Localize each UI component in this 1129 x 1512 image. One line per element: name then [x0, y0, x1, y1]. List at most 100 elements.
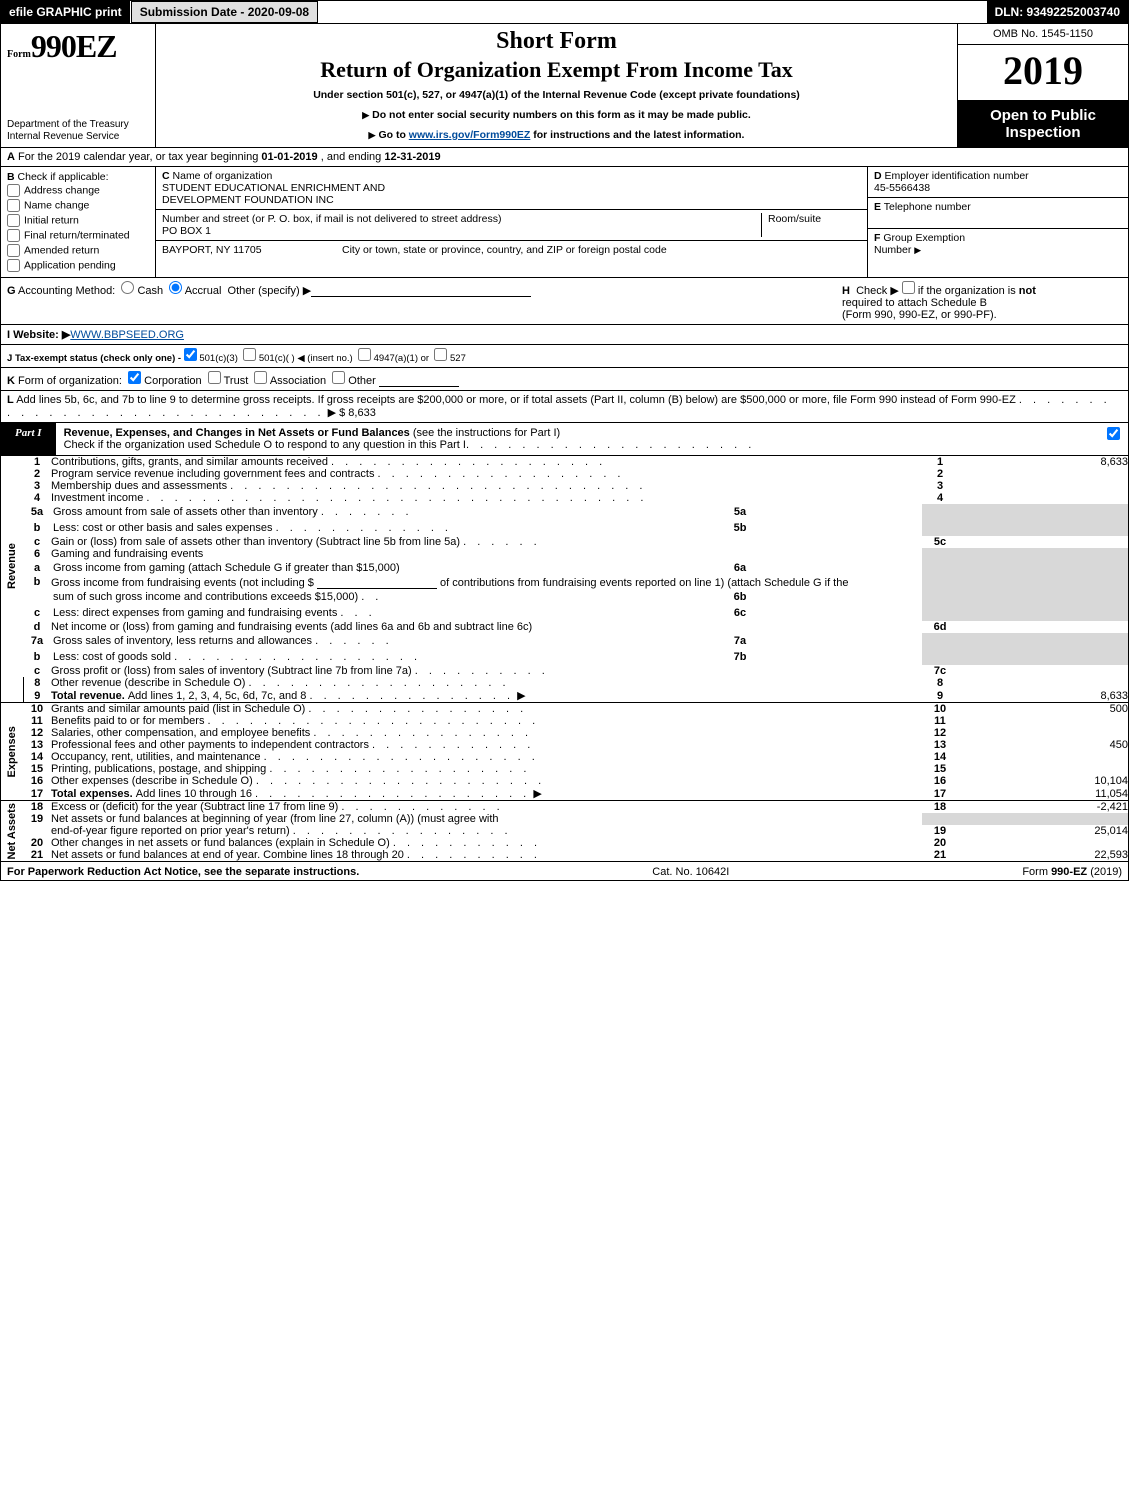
ln-8-val [958, 677, 1128, 689]
form-prefix: Form [7, 49, 31, 60]
ln-19-desc-1: Net assets or fund balances at beginning… [51, 813, 922, 825]
ln-9-box: 9 [922, 689, 958, 702]
return-title: Return of Organization Exempt From Incom… [162, 57, 951, 83]
chk-527[interactable] [434, 348, 447, 361]
chk-4947[interactable] [358, 348, 371, 361]
box-d-letter: D [874, 170, 882, 182]
ln-15-num: 15 [23, 763, 51, 775]
chk-initial-return[interactable]: Initial return [7, 213, 149, 228]
gross-receipts-value: $ 8,633 [339, 407, 376, 419]
chk-initial-return-input[interactable] [7, 214, 20, 227]
ln-16-num: 16 [23, 775, 51, 787]
ssn-warning-text: Do not enter social security numbers on … [372, 109, 751, 121]
ln-3-num: 3 [23, 480, 51, 492]
ln-5a-sub: 5a [722, 506, 758, 518]
org-city: BAYPORT, NY 11705 [162, 244, 262, 256]
chk-initial-return-label: Initial return [24, 214, 79, 226]
goto-suffix: for instructions and the latest informat… [530, 129, 744, 141]
ln-5c-val [958, 536, 1128, 548]
line-i-label: Website: ▶ [13, 329, 70, 341]
ln-7b-desc: Less: cost of goods sold . . . . . . . .… [51, 649, 922, 665]
chk-application-pending-input[interactable] [7, 259, 20, 272]
short-form-title: Short Form [162, 28, 951, 55]
chk-501c3[interactable] [184, 348, 197, 361]
ln-2-val [958, 468, 1128, 480]
footer-mid: Cat. No. 10642I [652, 866, 729, 878]
ln-2-desc: Program service revenue including govern… [51, 468, 922, 480]
irs-link[interactable]: www.irs.gov/Form990EZ [409, 129, 531, 141]
ln-6-desc: Gaming and fundraising events [51, 548, 922, 560]
ln-7b-sub: 7b [722, 651, 758, 663]
chk-application-pending[interactable]: Application pending [7, 258, 149, 273]
other-specify-line[interactable] [311, 284, 531, 297]
ln-16-box: 16 [922, 775, 958, 787]
radio-accrual[interactable] [169, 281, 182, 294]
chk-501c[interactable] [243, 348, 256, 361]
radio-accrual-label: Accrual [185, 285, 222, 297]
part1-title-suffix: (see the instructions for Part I) [413, 427, 560, 439]
open-public-l1: Open to Public [962, 107, 1124, 124]
other-org-line[interactable] [379, 374, 459, 387]
chk-final-return-input[interactable] [7, 229, 20, 242]
ln-6c-sub: 6c [722, 607, 758, 619]
ln-7c-val [958, 665, 1128, 677]
org-name-l1: STUDENT EDUCATIONAL ENRICHMENT AND [162, 182, 385, 194]
ln-5b-desc: Less: cost or other basis and sales expe… [51, 520, 922, 536]
chk-association[interactable] [254, 371, 267, 384]
line-g-letter: G [7, 285, 16, 297]
ln-6c-subval [760, 607, 920, 619]
efile-print-button[interactable]: efile GRAPHIC print [1, 1, 131, 23]
line-i-letter: I [7, 329, 10, 341]
line-j-letter: J [7, 353, 12, 364]
ln-15-desc: Printing, publications, postage, and shi… [51, 763, 922, 775]
part1-schedule-o-check[interactable] [1107, 427, 1120, 440]
box-def: D Employer identification number 45-5566… [868, 167, 1128, 277]
ln-2-box: 2 [922, 468, 958, 480]
chk-name-change-input[interactable] [7, 199, 20, 212]
ln-5c-box: 5c [922, 536, 958, 548]
ln-21-val: 22,593 [958, 849, 1128, 861]
ln-6a-subval [760, 562, 920, 574]
line-k: K Form of organization: Corporation Trus… [1, 367, 1128, 390]
expenses-side-label: Expenses [1, 703, 23, 801]
chk-name-change[interactable]: Name change [7, 198, 149, 213]
page-footer: For Paperwork Reduction Act Notice, see … [1, 861, 1128, 880]
box-e-letter: E [874, 201, 881, 213]
open-public-l2: Inspection [962, 124, 1124, 141]
chk-501c3-label: 501(c)(3) [199, 353, 238, 364]
org-street: PO BOX 1 [162, 225, 211, 237]
chk-final-return[interactable]: Final return/terminated [7, 228, 149, 243]
ln-16-val: 10,104 [958, 775, 1128, 787]
top-strip-left: efile GRAPHIC print Submission Date - 20… [1, 1, 318, 23]
radio-cash[interactable] [121, 281, 134, 294]
box-f-arrow-icon [914, 244, 924, 256]
chk-address-change[interactable]: Address change [7, 183, 149, 198]
chk-other-org[interactable] [332, 371, 345, 384]
ln-5b-num: b [23, 520, 51, 536]
chk-corporation[interactable] [128, 371, 141, 384]
chk-address-change-input[interactable] [7, 184, 20, 197]
chk-amended-return-input[interactable] [7, 244, 20, 257]
ln-6d-val [958, 621, 1128, 633]
ln-5c-num: c [23, 536, 51, 548]
ln-7b-num: b [23, 649, 51, 665]
ln-3-desc: Membership dues and assessments . . . . … [51, 480, 922, 492]
ln-17-num: 17 [23, 787, 51, 800]
part1-check-dots: . . . . . . . . . . . . . . . . . . . . … [466, 439, 755, 451]
ln-6b-blank[interactable] [317, 576, 437, 589]
ln-6b-num: b [23, 576, 51, 589]
title-right: OMB No. 1545-1150 2019 Open to Public In… [958, 24, 1128, 147]
chk-amended-return[interactable]: Amended return [7, 243, 149, 258]
tax-year: 2019 [958, 45, 1128, 101]
ln-2-num: 2 [23, 468, 51, 480]
goto-line: Go to www.irs.gov/Form990EZ for instruct… [162, 129, 951, 141]
website-link[interactable]: WWW.BBPSEED.ORG [70, 329, 184, 341]
line-g-text: Accounting Method: [18, 285, 115, 297]
box-b-letter: B [7, 171, 15, 183]
ln-16-desc: Other expenses (describe in Schedule O) … [51, 775, 922, 787]
ln-18-box: 18 [922, 801, 958, 814]
chk-trust[interactable] [208, 371, 221, 384]
ln-18-val: -2,421 [958, 801, 1128, 814]
ln-20-num: 20 [23, 837, 51, 849]
chk-schedule-b[interactable] [902, 281, 915, 294]
